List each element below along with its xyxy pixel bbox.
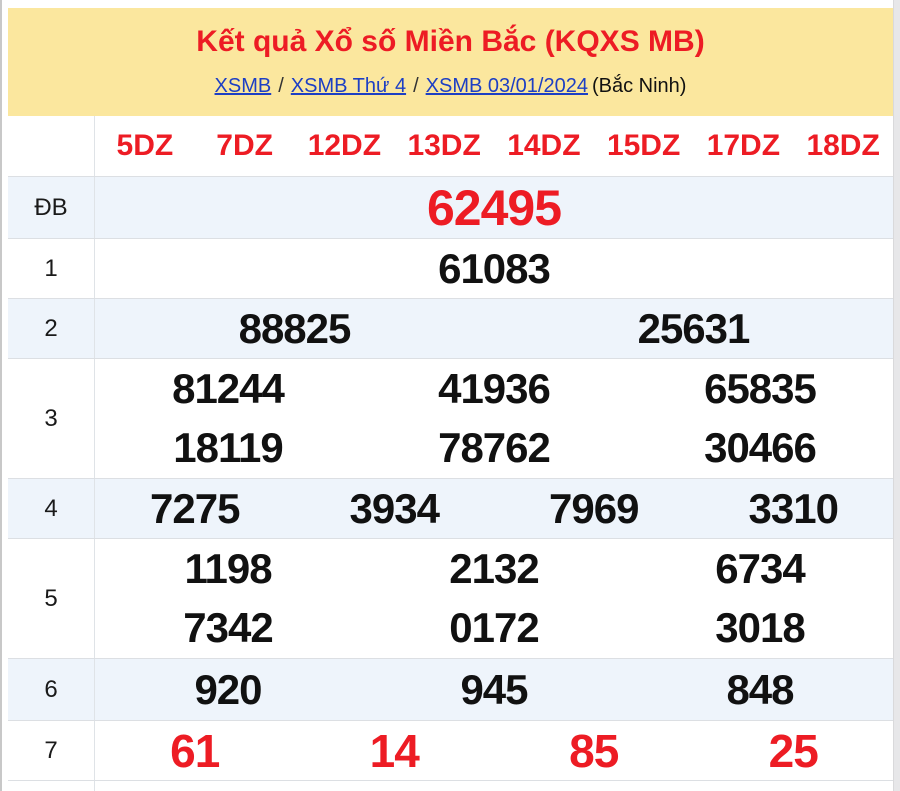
breadcrumb-separator: /	[413, 75, 419, 97]
column-header-cell: 18DZ	[806, 129, 880, 162]
results-table: 5DZ 7DZ 12DZ 13DZ 14DZ 15DZ 17DZ 18DZ ĐB 62495 1 6…	[8, 116, 893, 791]
prize-number: 88825	[238, 304, 352, 352]
window-left-edge	[0, 0, 2, 791]
breadcrumb: XSMB / XSMB Thứ 4 / XSMB 03/01/2024 (Bắc Ninh…	[8, 73, 893, 99]
prize-line: 61083	[95, 239, 893, 298]
prize-row-body: 61083	[95, 239, 893, 298]
prize-number: 25	[768, 724, 819, 777]
content: Kết quả Xổ số Miền Bắc (KQXS MB) XSMB / XS…	[8, 8, 893, 791]
prize-number: 61	[170, 724, 220, 777]
column-header-cell: 15DZ	[606, 129, 681, 162]
prize-row-body: 1198 2132 6734 7342 0172 3018	[95, 539, 893, 658]
column-header-body: 5DZ 7DZ 12DZ 13DZ 14DZ 15DZ 17DZ 18DZ	[95, 116, 893, 176]
prize-number: 61083	[438, 244, 551, 292]
breadcrumb-separator: /	[278, 75, 284, 97]
prize-row-body: 61 14 85 25	[95, 721, 893, 780]
row-label-cell: 5	[8, 539, 95, 658]
breadcrumb-link[interactable]: XSMB 03/01/2024	[425, 75, 588, 97]
prize-number: 62495	[426, 179, 562, 236]
row-label-cell: 2	[8, 299, 95, 358]
column-header-cell: 14DZ	[507, 129, 581, 162]
prize-rows: ĐB 62495 1 61083 2 88825 25631 3 81244 41936 65835…	[8, 177, 893, 781]
page-title: Kết quả Xổ số Miền Bắc (KQXS MB)	[196, 25, 705, 58]
prize-row-6: 6 920 945 848	[8, 659, 893, 721]
next-row-partial	[8, 781, 893, 791]
row-label-cell: 4	[8, 479, 95, 538]
prize-number: 920	[194, 665, 262, 713]
row-label-cell	[8, 116, 95, 176]
prize-number: 7342	[183, 604, 273, 652]
prize-line: 88825 25631	[95, 299, 893, 358]
row-label-cell: 1	[8, 239, 95, 298]
prize-number: 65835	[704, 364, 817, 412]
prize-number: 945	[460, 665, 528, 713]
row-body	[95, 781, 893, 791]
prize-line: 62495	[95, 177, 893, 238]
column-header-cell: 7DZ	[216, 129, 273, 162]
prize-row-4: 4 7275 3934 7969 3310	[8, 479, 893, 539]
prize-row-1: 1 61083	[8, 239, 893, 299]
prize-row-body: 62495	[95, 177, 893, 238]
prize-row-body: 88825 25631	[95, 299, 893, 358]
prize-line: 1198 2132 6734	[95, 539, 893, 599]
prize-row-ĐB: ĐB 62495	[8, 177, 893, 239]
column-header-line: 5DZ 7DZ 12DZ 13DZ 14DZ 15DZ 17DZ 18DZ	[95, 116, 893, 176]
prize-number: 7969	[549, 484, 639, 532]
prize-number: 1198	[184, 544, 272, 592]
prize-number: 78762	[438, 424, 551, 472]
breadcrumb-link[interactable]: XSMB	[214, 75, 272, 97]
prize-number: 14	[369, 724, 420, 777]
prize-number: 3934	[349, 484, 440, 532]
column-header-cell: 17DZ	[706, 129, 781, 162]
column-header-cell: 5DZ	[116, 129, 174, 162]
prize-row-body: 7275 3934 7969 3310	[95, 479, 893, 538]
scrollbar[interactable]	[893, 0, 900, 791]
column-header-cell: 13DZ	[407, 129, 481, 162]
prize-number: 6734	[715, 544, 805, 592]
breadcrumb-link[interactable]: XSMB Thứ 4	[290, 75, 407, 97]
prize-number: 81244	[172, 364, 285, 412]
prize-number: 0172	[449, 604, 539, 652]
prize-line: 7342 0172 3018	[95, 599, 893, 659]
prize-number: 30466	[704, 424, 817, 472]
row-label-cell: 7	[8, 721, 95, 780]
prize-row-7: 7 61 14 85 25	[8, 721, 893, 781]
prize-number: 18119	[173, 424, 283, 472]
prize-number: 2132	[449, 544, 539, 592]
row-label-cell: 6	[8, 659, 95, 720]
row-label-cell: ĐB	[8, 177, 95, 238]
prize-line: 61 14 85 25	[95, 721, 893, 780]
row-label-cell	[8, 781, 95, 791]
prize-number: 3310	[748, 484, 839, 532]
prize-row-5: 5 1198 2132 6734 7342 0172 3018	[8, 539, 893, 659]
prize-row-body: 920 945 848	[95, 659, 893, 720]
prize-line: 81244 41936 65835	[95, 359, 893, 419]
prize-row-2: 2 88825 25631	[8, 299, 893, 359]
prize-number: 25631	[637, 304, 751, 352]
prize-row-body: 81244 41936 65835 18119 78762 30466	[95, 359, 893, 478]
prize-number: 848	[726, 665, 794, 713]
prize-number: 85	[569, 724, 619, 777]
prize-line: 7275 3934 7969 3310	[95, 479, 893, 538]
column-header-row: 5DZ 7DZ 12DZ 13DZ 14DZ 15DZ 17DZ 18DZ	[8, 116, 893, 177]
prize-row-3: 3 81244 41936 65835 18119 78762 30466	[8, 359, 893, 479]
breadcrumb-location: (Bắc Ninh)	[591, 75, 687, 97]
prize-line: 18119 78762 30466	[95, 419, 893, 479]
header-banner: Kết quả Xổ số Miền Bắc (KQXS MB) XSMB / XS…	[8, 8, 893, 116]
prize-number: 3018	[715, 604, 805, 652]
column-header-cell: 12DZ	[307, 129, 382, 162]
prize-line: 920 945 848	[95, 659, 893, 720]
prize-number: 41936	[438, 364, 551, 412]
row-label-cell: 3	[8, 359, 95, 478]
prize-number: 7275	[150, 484, 240, 532]
